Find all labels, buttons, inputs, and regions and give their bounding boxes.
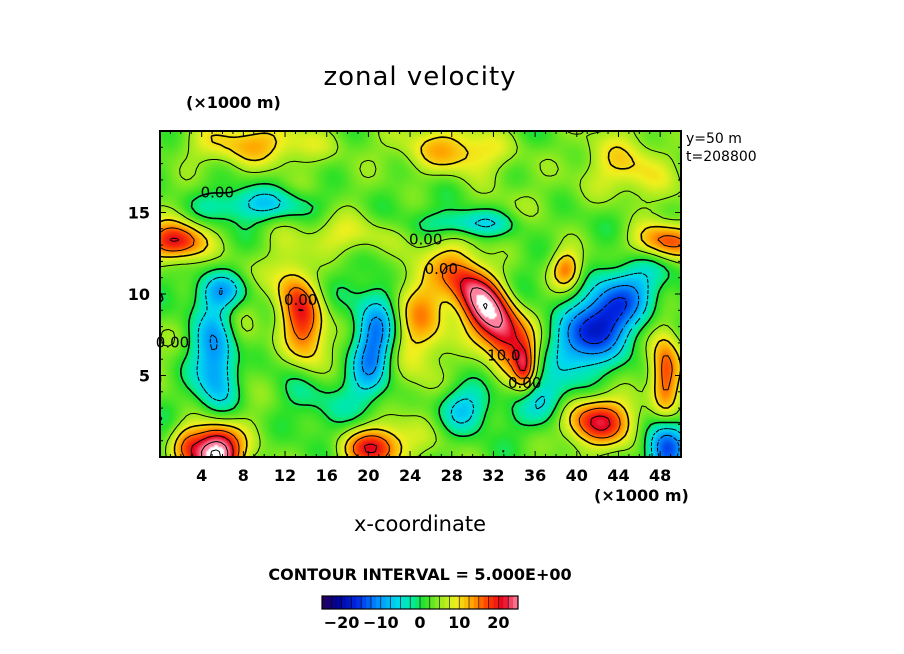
x-tick-label: 4	[196, 466, 207, 485]
colorbar-swatch	[483, 596, 490, 609]
colorbar-swatch	[361, 596, 367, 609]
colorbar-swatch	[366, 596, 372, 609]
x-tick-label: 16	[316, 466, 338, 485]
annotation-time: t=208800	[686, 149, 757, 165]
colorbar-swatch	[503, 596, 509, 609]
y-tick-label: 5	[139, 367, 150, 386]
colorbar-swatch	[434, 596, 441, 609]
colorbar-swatch	[326, 596, 333, 609]
colorbar-swatch	[454, 596, 460, 609]
x-tick-label: 8	[238, 466, 249, 485]
contour-line	[209, 302, 488, 458]
colorbar-swatch	[459, 596, 465, 609]
contour-line	[159, 132, 682, 458]
x-axis-label: x-coordinate	[353, 512, 486, 536]
contour-line	[159, 227, 682, 458]
contour-line	[196, 193, 682, 458]
x-tick-label: 44	[607, 466, 629, 485]
y-axis-unit: (×1000 m)	[186, 93, 281, 112]
colorbar-swatch	[513, 596, 519, 609]
colorbar-swatch	[385, 596, 392, 609]
x-tick-label: 24	[399, 466, 421, 485]
colorbar-frame	[321, 595, 519, 610]
colorbar-swatch	[400, 596, 406, 609]
contour-label: 0.00	[409, 231, 442, 249]
contour-line	[579, 297, 627, 345]
colorbar-swatch	[395, 596, 401, 609]
contour-label: 0.00	[156, 333, 189, 351]
colorbar-swatch	[488, 596, 494, 609]
x-axis-ticks: 4 8 12 16 20 24 28 32 36 40 44 48	[169, 131, 671, 485]
contour-label: 0.00	[425, 260, 458, 278]
y-tick-label: 10	[128, 285, 150, 304]
colorbar-swatch	[508, 596, 514, 609]
chart-title: zonal velocity	[323, 62, 517, 92]
x-tick-label: 48	[649, 466, 671, 485]
colorbar-tick-label: −20	[324, 613, 360, 632]
contour-line	[159, 130, 682, 458]
colorbar-swatch	[375, 596, 382, 609]
x-axis-unit: (×1000 m)	[594, 486, 689, 505]
colorbar-swatch	[322, 596, 328, 609]
colorbar-swatch	[346, 596, 352, 609]
colorbar: −20 −10 0 10 20	[321, 595, 519, 632]
colorbar-swatch	[439, 596, 445, 609]
colorbar-swatch	[336, 596, 343, 609]
colorbar-swatch	[380, 596, 387, 609]
contour-lines	[159, 130, 682, 458]
colorbar-swatch	[449, 596, 455, 609]
colorbar-swatch	[478, 596, 485, 609]
colorbar-swatch	[424, 596, 431, 609]
colorbar-swatch	[341, 596, 347, 609]
colorbar-swatch	[473, 596, 480, 609]
y-tick-label: 15	[128, 204, 150, 223]
x-tick-label: 20	[357, 466, 379, 485]
colorbar-swatch	[356, 596, 362, 609]
colorbar-swatch	[351, 596, 357, 609]
colorbar-swatch	[390, 596, 396, 609]
x-tick-label: 32	[482, 466, 504, 485]
contour-line	[159, 182, 682, 458]
colorbar-swatch	[410, 596, 416, 609]
contour-line	[169, 237, 611, 458]
contour-label: 0.00	[508, 374, 541, 392]
contour-label: 0.00	[201, 183, 234, 201]
colorbar-swatch	[420, 596, 426, 609]
colorbar-swatch	[444, 596, 450, 609]
colorbar-swatch	[405, 596, 411, 609]
x-tick-label: 12	[274, 466, 296, 485]
colorbar-swatch	[429, 596, 436, 609]
colorbar-swatch	[498, 596, 504, 609]
contour-label: 0.00	[284, 291, 317, 309]
x-tick-label: 36	[524, 466, 546, 485]
y-axis-ticks: 5 10 15	[128, 146, 681, 442]
colorbar-swatch	[493, 596, 499, 609]
contour-interval-label: CONTOUR INTERVAL = 5.000E+00	[268, 565, 572, 584]
colorbar-swatch	[371, 596, 377, 609]
annotation-depth: y=50 m	[686, 131, 742, 147]
colorbar-tick-label: 20	[487, 613, 509, 632]
contour-labels: 0.00 0.00 0.00 0.00 0.00 10.0 0.00	[156, 183, 542, 392]
colorbar-tick-label: 0	[414, 613, 425, 632]
colorbar-swatch	[469, 596, 475, 609]
x-tick-label: 40	[566, 466, 588, 485]
colorbar-swatch	[464, 596, 470, 609]
colorbar-tick-label: −10	[363, 613, 399, 632]
contour-label: 10.0	[487, 346, 520, 364]
colorbar-swatch	[415, 596, 421, 609]
x-tick-label: 28	[441, 466, 463, 485]
colorbar-tick-label: 10	[448, 613, 470, 632]
contour-line	[209, 285, 680, 458]
colorbar-swatch	[331, 596, 338, 609]
